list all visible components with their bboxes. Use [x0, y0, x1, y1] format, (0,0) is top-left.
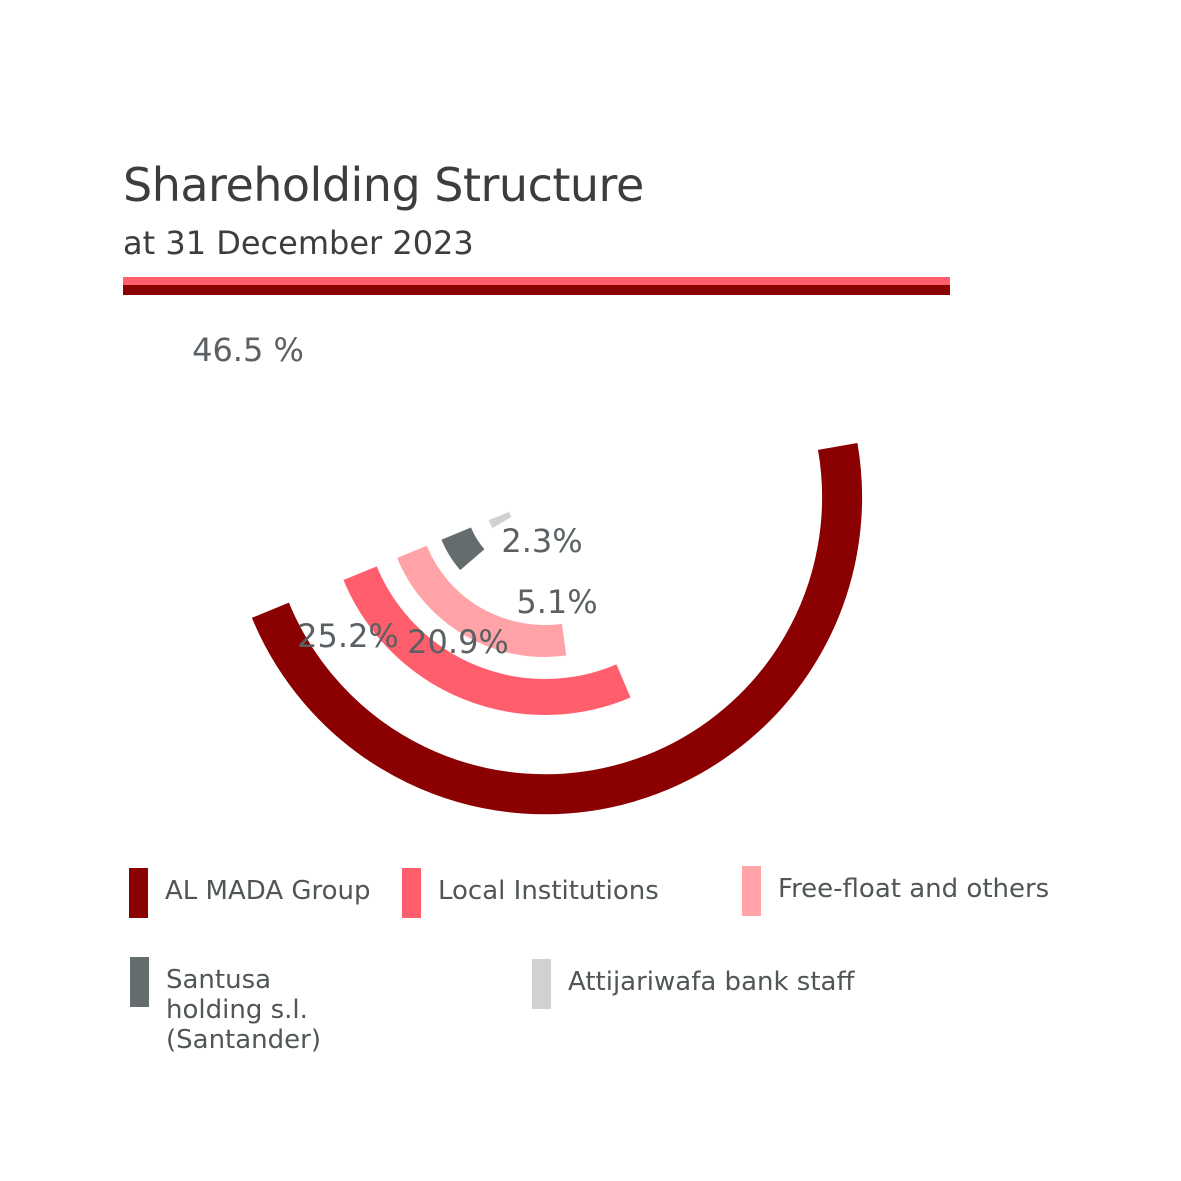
data-label: 46.5 % [192, 331, 304, 369]
legend-swatch [130, 957, 149, 1007]
title-rule-top [123, 277, 950, 285]
chart-title: Shareholding Structure [123, 158, 644, 212]
arc-local [343, 566, 631, 715]
legend-swatch [742, 866, 761, 916]
data-label: 25.2% [297, 617, 399, 655]
legend-label: AL MADA Group [165, 876, 371, 906]
arc-free-float [397, 545, 567, 657]
chart-subtitle: at 31 December 2023 [123, 224, 474, 262]
data-label: 20.9% [407, 623, 509, 661]
arc-attijariwafa [488, 511, 512, 529]
legend-label: Attijariwafa bank staff [568, 967, 855, 997]
data-label: 2.3% [501, 522, 582, 560]
legend-label: Santusa holding s.l. (Santander) [166, 965, 321, 1055]
arc-santusa [441, 526, 485, 571]
legend-swatch [532, 959, 551, 1009]
data-label: 5.1% [516, 583, 597, 621]
arc-al [251, 443, 863, 815]
title-rule-bottom [123, 285, 950, 295]
legend-label: Local Institutions [438, 876, 659, 906]
legend-swatch [129, 868, 148, 918]
legend-label: Free-float and others [778, 874, 1050, 904]
legend-swatch [402, 868, 421, 918]
